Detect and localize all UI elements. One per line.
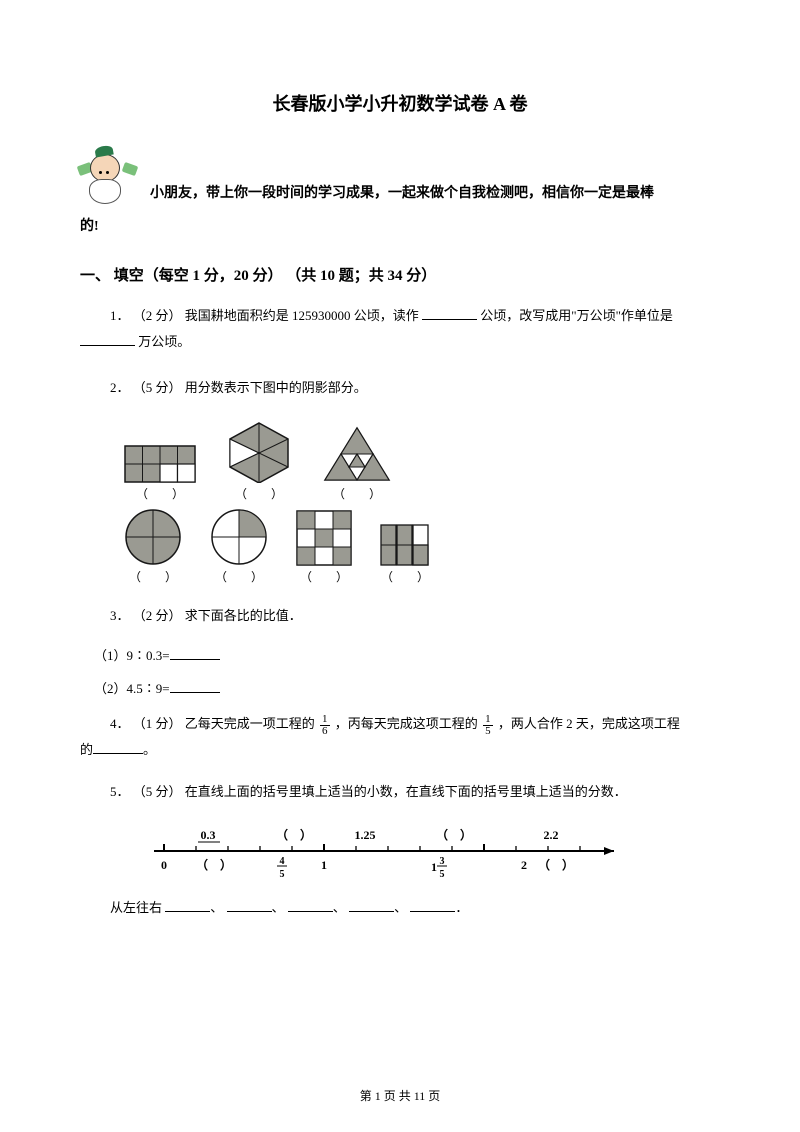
svg-text:1: 1 bbox=[321, 858, 327, 872]
q5-label: 5． bbox=[110, 784, 130, 799]
blank-input[interactable] bbox=[227, 898, 272, 912]
blank-input[interactable] bbox=[80, 332, 135, 346]
svg-text:4: 4 bbox=[280, 856, 285, 867]
shape-hexagon: （ ） bbox=[224, 421, 294, 502]
question-1: 1． （2 分） 我国耕地面积约是 125930000 公顷，读作 公顷，改写成… bbox=[80, 303, 720, 355]
q1-text-1: 我国耕地面积约是 125930000 公顷，读作 bbox=[185, 308, 419, 323]
fraction-1-5: 15 bbox=[483, 714, 493, 737]
blank-input[interactable] bbox=[165, 898, 210, 912]
question-5: 5． （5 分） 在直线上面的括号里填上适当的小数，在直线下面的括号里填上适当的… bbox=[80, 779, 720, 805]
intro-text-1: 小朋友，带上你一段时间的学习成果，一起来做个自我检测吧，相信你一定是最棒 bbox=[150, 181, 720, 206]
separator: 、 bbox=[272, 900, 285, 915]
paren-label: （ ） bbox=[333, 485, 381, 502]
svg-text:（ ）: （ ） bbox=[436, 827, 472, 842]
svg-text:5: 5 bbox=[280, 869, 285, 880]
svg-text:0: 0 bbox=[161, 858, 167, 872]
question-3: 3． （2 分） 求下面各比的比值． bbox=[80, 603, 720, 629]
shape-square-grid: （ ） bbox=[296, 510, 352, 585]
svg-text:2.2: 2.2 bbox=[544, 828, 559, 842]
intro-row: 小朋友，带上你一段时间的学习成果，一起来做个自我检测吧，相信你一定是最棒 bbox=[80, 146, 720, 206]
q1-points: （2 分） bbox=[133, 308, 182, 323]
q2-label: 2． bbox=[110, 380, 130, 395]
q1-label: 1． bbox=[110, 308, 130, 323]
shape-triangle: （ ） bbox=[322, 425, 392, 502]
q3-sub-a: （1）9∶0.3= bbox=[80, 645, 720, 664]
svg-text:1.25: 1.25 bbox=[355, 828, 376, 842]
q5-points: （5 分） bbox=[133, 784, 182, 799]
blank-input[interactable] bbox=[288, 898, 333, 912]
svg-text:3: 3 bbox=[440, 856, 445, 867]
svg-text:1: 1 bbox=[431, 860, 437, 874]
blank-input[interactable] bbox=[410, 898, 455, 912]
shape-circle-full: （ ） bbox=[124, 508, 182, 585]
q3-points: （2 分） bbox=[133, 608, 182, 623]
q5-answer-line: 从左往右 、 、 、 、 ． bbox=[80, 897, 720, 916]
blank-input[interactable] bbox=[170, 646, 220, 660]
q2-points: （5 分） bbox=[133, 380, 182, 395]
paren-label: （ ） bbox=[136, 485, 184, 502]
q3a-text: （1）9∶0.3= bbox=[94, 648, 170, 663]
q5-text: 在直线上面的括号里填上适当的小数，在直线下面的括号里填上适当的分数． bbox=[185, 784, 627, 799]
q4-t5: 。 bbox=[143, 742, 156, 757]
shape-bars: （ ） bbox=[380, 524, 430, 585]
question-4: 4． （1 分） 乙每天完成一项工程的 16 ，丙每天完成这项工程的 15 ，两… bbox=[80, 711, 720, 763]
blank-input[interactable] bbox=[93, 740, 143, 754]
page-title: 长春版小学小升初数学试卷 A 卷 bbox=[80, 90, 720, 116]
q2-text: 用分数表示下图中的阴影部分。 bbox=[185, 380, 367, 395]
q4-t2: ，丙每天完成这项工程的 bbox=[335, 716, 481, 731]
section-1-header: 一、 填空（每空 1 分，20 分） （共 10 题；共 34 分） bbox=[80, 264, 720, 285]
q4-points: （1 分） bbox=[133, 716, 182, 731]
shape-circle-quarter: （ ） bbox=[210, 508, 268, 585]
separator: 、 bbox=[333, 900, 346, 915]
blank-input[interactable] bbox=[349, 898, 394, 912]
q4-label: 4． bbox=[110, 716, 130, 731]
page-footer: 第 1 页 共 11 页 bbox=[0, 1087, 800, 1104]
q2-diagrams: （ ） （ ） bbox=[80, 421, 720, 585]
shape-rectangle: （ ） bbox=[124, 445, 196, 502]
q5-answer-prefix: 从左往右 bbox=[110, 900, 162, 915]
separator: 、 bbox=[210, 900, 223, 915]
q4-t4: 的 bbox=[80, 742, 93, 757]
q3-sub-b: （2）4.5∶9= bbox=[80, 678, 720, 697]
number-line-diagram: 0.3（ ）1.25（ ）2.20（ ）12（ ）45135 bbox=[80, 821, 720, 883]
blank-input[interactable] bbox=[422, 306, 477, 320]
paren-label: （ ） bbox=[300, 568, 348, 585]
paren-label: （ ） bbox=[215, 568, 263, 585]
intro-text-2: 的! bbox=[80, 214, 720, 239]
q3-label: 3． bbox=[110, 608, 130, 623]
question-2: 2． （5 分） 用分数表示下图中的阴影部分。 bbox=[80, 375, 720, 401]
q4-t1: 乙每天完成一项工程的 bbox=[185, 716, 318, 731]
q1-text-2: 公顷，改写成用"万公顷"作单位是 bbox=[480, 308, 673, 323]
svg-text:5: 5 bbox=[440, 869, 445, 880]
svg-text:2: 2 bbox=[521, 858, 527, 872]
svg-text:（ ）: （ ） bbox=[276, 827, 312, 842]
paren-label: （ ） bbox=[235, 485, 283, 502]
mascot-icon bbox=[80, 146, 135, 206]
svg-text:（ ）: （ ） bbox=[196, 857, 232, 872]
blank-input[interactable] bbox=[170, 679, 220, 693]
svg-text:0.3: 0.3 bbox=[201, 828, 216, 842]
fraction-1-6: 16 bbox=[320, 714, 330, 737]
period: ． bbox=[455, 900, 468, 915]
paren-label: （ ） bbox=[129, 568, 177, 585]
paren-label: （ ） bbox=[381, 568, 429, 585]
separator: 、 bbox=[394, 900, 407, 915]
q3b-text: （2）4.5∶9= bbox=[94, 681, 170, 696]
q3-text: 求下面各比的比值． bbox=[185, 608, 302, 623]
svg-text:（ ）: （ ） bbox=[538, 857, 574, 872]
q1-text-3: 万公顷。 bbox=[138, 334, 190, 349]
q4-t3: ，两人合作 2 天，完成这项工程 bbox=[498, 716, 680, 731]
